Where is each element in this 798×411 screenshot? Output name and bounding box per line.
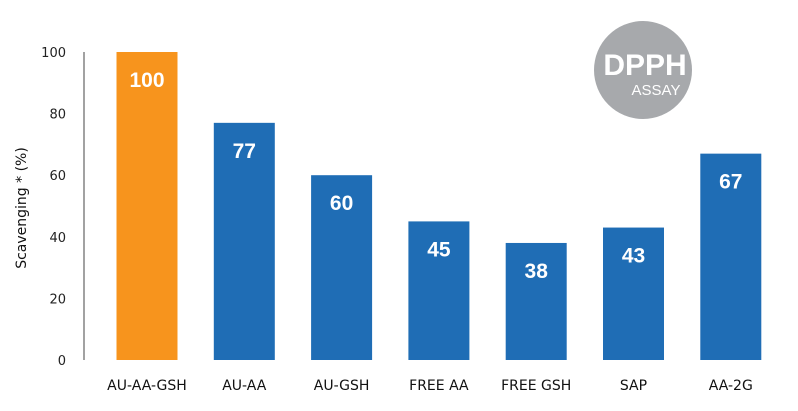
bar-value-label: 38 [525,260,549,283]
dpph-assay-badge: DPPH ASSAY [594,21,692,119]
category-label: FREE GSH [501,378,571,394]
category-label: SAP [620,378,647,394]
bar [311,175,373,360]
badge-subtitle: ASSAY [632,82,681,99]
bar [603,227,664,360]
category-label: AU-AA [222,378,267,394]
badge-circle [594,21,692,119]
badge-title: DPPH [603,49,686,82]
bar [408,221,470,360]
y-axis-label: Scavenging * (%) [14,147,30,269]
y-tick-label: 20 [49,292,66,307]
category-label: AU-GSH [314,378,370,394]
bar-value-label: 67 [719,171,742,194]
bar-value-label: 100 [129,69,164,92]
y-tick-label: 80 [49,108,66,123]
y-ticks: 0 20 40 60 80 100 [41,46,66,369]
axes: Scavenging * (%) [14,52,85,360]
y-tick-label: 0 [58,354,66,369]
bar-value-label: 43 [622,245,645,268]
y-tick-label: 60 [49,169,66,184]
bar-value-label: 77 [233,140,256,163]
bar [505,242,567,360]
y-tick-label: 100 [41,46,66,61]
bar [700,153,762,360]
category-label: AA-2G [709,378,753,394]
bar-value-label: 60 [330,192,353,215]
y-tick-label: 40 [49,231,66,246]
category-label: AU-AA-GSH [107,378,187,394]
category-labels: AU-AA-GSH AU-AA AU-GSH FREE AA FREE GSH SAP AA… [107,378,753,394]
category-label: FREE AA [409,378,469,394]
bar-value-label: 45 [427,238,451,261]
bar [213,122,275,360]
bar [116,52,178,360]
bars: 100 77 60 45 38 43 67 [116,52,762,360]
